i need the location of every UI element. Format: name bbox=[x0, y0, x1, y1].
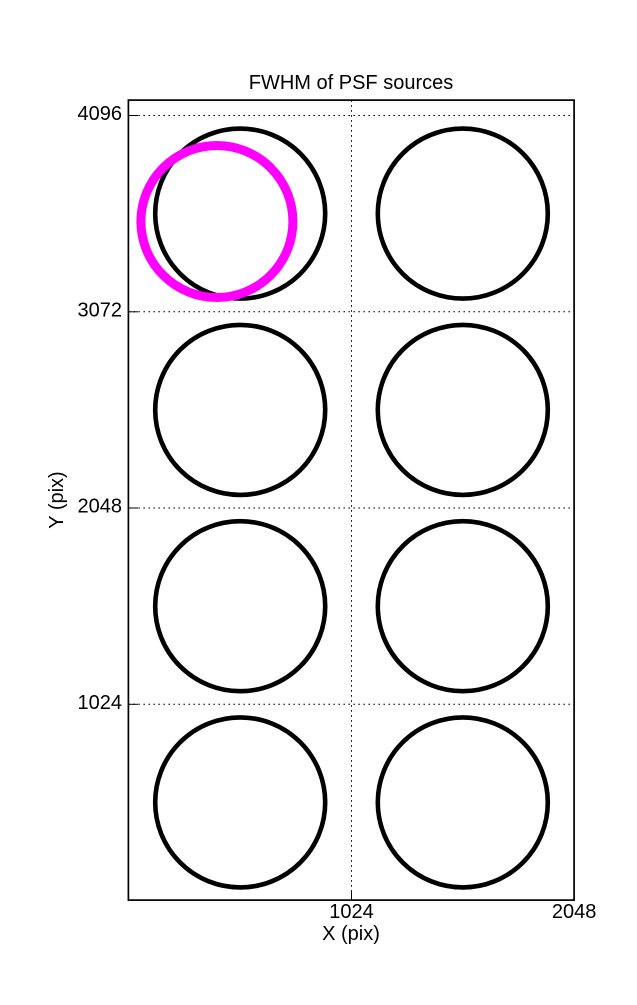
svg-text:1024: 1024 bbox=[329, 901, 374, 923]
svg-text:1024: 1024 bbox=[78, 692, 123, 714]
svg-text:4096: 4096 bbox=[78, 103, 123, 125]
svg-text:FWHM of PSF sources: FWHM of PSF sources bbox=[249, 72, 453, 94]
svg-text:3072: 3072 bbox=[78, 299, 123, 321]
svg-text:2048: 2048 bbox=[78, 496, 123, 518]
svg-text:2048: 2048 bbox=[552, 901, 597, 923]
svg-text:Y (pix): Y (pix) bbox=[46, 471, 68, 528]
svg-text:X (pix): X (pix) bbox=[322, 923, 380, 945]
